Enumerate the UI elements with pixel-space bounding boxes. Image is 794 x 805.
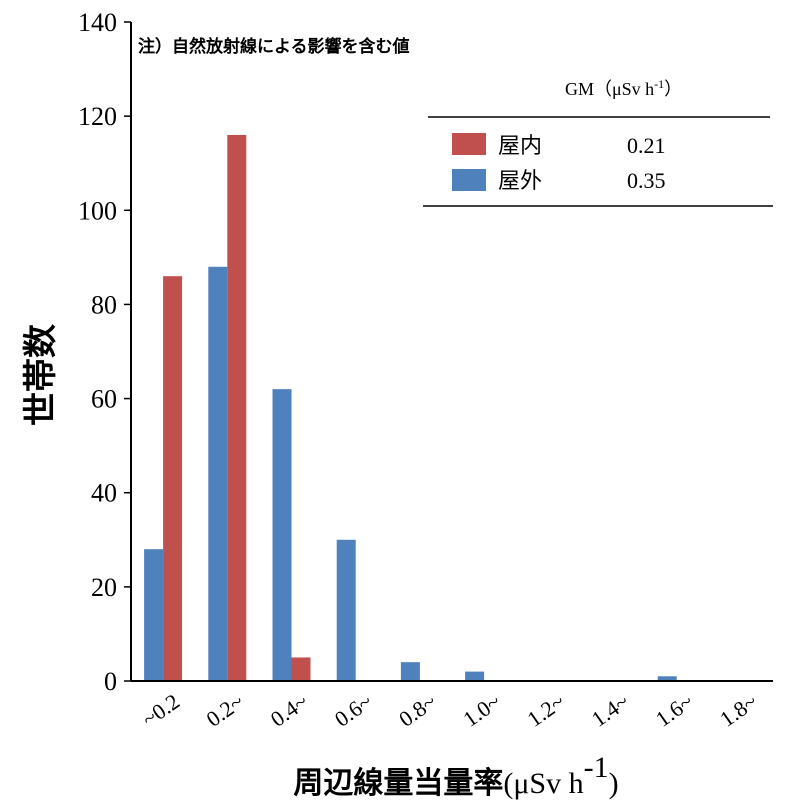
bar-outdoor-2 bbox=[272, 389, 292, 681]
x-tick-label: 0.8~ bbox=[394, 689, 441, 732]
legend-gm-outdoor: 0.35 bbox=[627, 168, 666, 193]
bar-outdoor-4 bbox=[400, 662, 420, 681]
bar-outdoor-1 bbox=[208, 266, 228, 681]
chart-note: 注）自然放射線による影響を含む値 bbox=[138, 36, 410, 57]
legend-swatch-outdoor bbox=[452, 169, 486, 191]
x-tick-label: 1.8~ bbox=[715, 689, 762, 732]
bar-outdoor-0 bbox=[144, 549, 164, 681]
legend-label-indoor: 屋内 bbox=[498, 134, 542, 159]
bar-indoor-1 bbox=[227, 134, 247, 681]
bar-outdoor-5 bbox=[465, 671, 485, 681]
bars-layer bbox=[144, 134, 677, 681]
bar-outdoor-3 bbox=[336, 539, 356, 681]
x-tick-label: ~0.2 bbox=[137, 689, 184, 732]
bar-outdoor-8 bbox=[657, 676, 677, 681]
y-tick-label: 80 bbox=[91, 290, 117, 319]
y-tick-label: 20 bbox=[91, 573, 117, 602]
legend-label-outdoor: 屋外 bbox=[498, 169, 542, 194]
y-tick-label: 60 bbox=[91, 385, 117, 414]
legend: GM（μSv h-1） 屋内 0.21 屋外 0.35 bbox=[423, 77, 773, 207]
y-axis-title: 世帯数 bbox=[21, 324, 61, 426]
x-tick-label: 1.0~ bbox=[458, 689, 505, 732]
x-axis-ticks: ~0.2 0.2~ 0.4~ 0.6~ 0.8~ 1.0~ 1.2~ 1.4~ 1.6~ 1.8~ bbox=[137, 689, 761, 732]
y-axis-ticks: 0 20 40 60 80 100 120 140 bbox=[78, 8, 131, 696]
legend-swatch-indoor bbox=[452, 133, 486, 155]
y-tick-label: 140 bbox=[78, 8, 117, 37]
legend-header: GM（μSv h-1） bbox=[565, 77, 682, 99]
bar-indoor-0 bbox=[163, 276, 183, 681]
legend-gm-indoor: 0.21 bbox=[627, 133, 666, 158]
x-tick-label: 0.4~ bbox=[266, 689, 313, 732]
x-tick-label: 0.6~ bbox=[330, 689, 377, 732]
y-tick-label: 0 bbox=[104, 667, 117, 696]
y-tick-label: 100 bbox=[78, 196, 117, 225]
x-tick-label: 1.6~ bbox=[651, 689, 698, 732]
y-tick-label: 40 bbox=[91, 479, 117, 508]
y-tick-label: 120 bbox=[78, 102, 117, 131]
x-tick-label: 0.2~ bbox=[202, 689, 249, 732]
x-tick-label: 1.2~ bbox=[523, 689, 570, 732]
x-tick-label: 1.4~ bbox=[587, 689, 634, 732]
bar-indoor-2 bbox=[291, 657, 311, 681]
x-axis-title: 周辺線量当量率(μSv h-1) bbox=[293, 751, 618, 802]
